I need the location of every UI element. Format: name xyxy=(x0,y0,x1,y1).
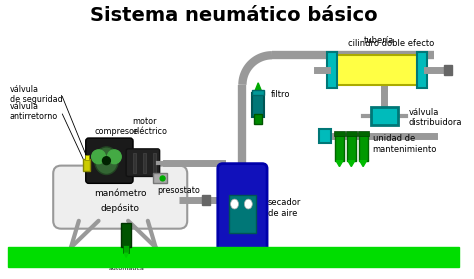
Bar xyxy=(335,55,419,85)
Circle shape xyxy=(108,150,121,164)
Bar xyxy=(254,114,262,124)
Text: unidad de
mantenimiento: unidad de mantenimiento xyxy=(373,134,437,154)
Circle shape xyxy=(160,176,165,181)
Ellipse shape xyxy=(95,147,118,174)
Bar xyxy=(153,174,166,183)
FancyBboxPatch shape xyxy=(126,149,160,176)
FancyBboxPatch shape xyxy=(86,138,133,183)
Ellipse shape xyxy=(245,199,252,209)
Text: secador
de aire: secador de aire xyxy=(268,198,301,218)
Circle shape xyxy=(102,157,110,165)
Polygon shape xyxy=(124,253,128,257)
Text: compresor: compresor xyxy=(95,127,138,136)
Bar xyxy=(143,153,146,172)
Polygon shape xyxy=(348,161,355,167)
Bar xyxy=(371,107,398,125)
Bar xyxy=(123,246,129,253)
Text: presostato: presostato xyxy=(158,186,201,195)
Text: depósito: depósito xyxy=(101,203,140,213)
Bar xyxy=(335,135,344,161)
Text: cilindro doble efecto: cilindro doble efecto xyxy=(348,39,434,48)
Polygon shape xyxy=(360,161,366,167)
Ellipse shape xyxy=(231,199,238,209)
Bar xyxy=(121,223,131,247)
Bar xyxy=(358,131,369,136)
Bar xyxy=(359,135,367,161)
Bar xyxy=(252,90,264,95)
Text: válvula
antirretorno: válvula antirretorno xyxy=(10,102,58,121)
Text: tubería: tubería xyxy=(365,36,394,45)
FancyBboxPatch shape xyxy=(218,164,267,254)
Bar xyxy=(202,195,210,205)
Bar xyxy=(445,65,452,75)
Bar xyxy=(319,129,331,143)
Text: purga
automática: purga automática xyxy=(108,260,144,271)
Bar xyxy=(228,195,256,233)
Bar xyxy=(133,153,136,172)
Text: motor
eléctrico: motor eléctrico xyxy=(132,117,167,136)
Bar xyxy=(153,153,155,172)
Bar xyxy=(346,131,357,136)
Bar xyxy=(417,52,427,88)
Text: filtro: filtro xyxy=(271,90,291,99)
Text: Sistema neumático básico: Sistema neumático básico xyxy=(90,6,377,25)
Bar xyxy=(334,131,345,136)
Text: válvula
distribuidora: válvula distribuidora xyxy=(409,108,463,127)
Bar xyxy=(83,159,90,170)
Bar xyxy=(252,93,264,117)
Text: válvula
de seguridad: válvula de seguridad xyxy=(10,85,63,104)
FancyBboxPatch shape xyxy=(53,166,187,229)
Bar xyxy=(327,52,337,88)
Polygon shape xyxy=(254,83,262,93)
Polygon shape xyxy=(336,161,343,167)
Circle shape xyxy=(91,150,105,164)
Bar xyxy=(8,247,459,267)
Text: manómetro: manómetro xyxy=(94,189,146,198)
Bar xyxy=(85,155,89,160)
Bar xyxy=(347,135,356,161)
